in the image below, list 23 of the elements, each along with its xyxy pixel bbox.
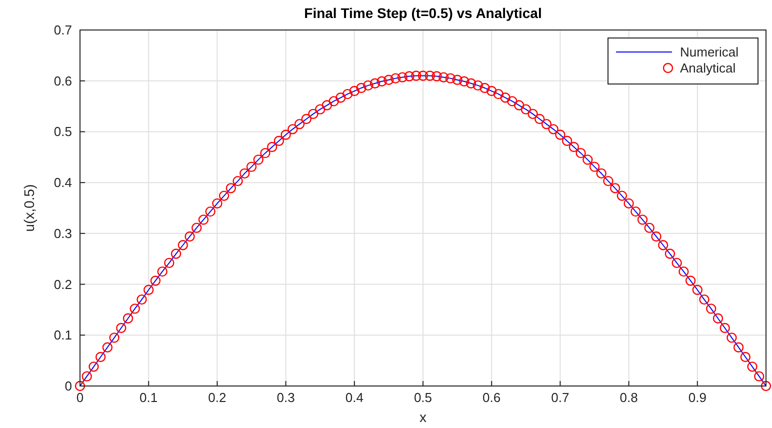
x-tick-label: 0.5 xyxy=(414,390,432,405)
x-tick-label: 0.7 xyxy=(551,390,570,405)
x-axis-title: x xyxy=(420,409,426,425)
y-tick-label: 0 xyxy=(64,378,72,394)
x-tick-label: 0.3 xyxy=(276,390,295,405)
legend-label: Analytical xyxy=(680,60,736,76)
x-tick-label: 0.4 xyxy=(345,390,364,405)
y-axis-title: u(x,0.5) xyxy=(21,184,37,232)
legend-label: Numerical xyxy=(680,44,739,60)
y-tick-label: 0.4 xyxy=(54,175,72,190)
x-tick-label: 0.2 xyxy=(208,390,226,405)
x-tick-label: 0.6 xyxy=(482,390,501,405)
x-tick-label: 0.9 xyxy=(688,390,706,405)
chart-title: Final Time Step (t=0.5) vs Analytical xyxy=(304,5,542,21)
x-tick-label: 0 xyxy=(76,390,84,405)
y-tick-label: 0.5 xyxy=(54,124,72,140)
y-tick-label: 0.6 xyxy=(54,73,72,88)
y-tick-label: 0.7 xyxy=(54,22,72,38)
x-tick-label: 0.8 xyxy=(620,390,638,405)
y-tick-label: 0.2 xyxy=(54,276,72,292)
y-tick-label: 0.3 xyxy=(54,226,72,241)
y-tick-label: 0.1 xyxy=(54,328,72,343)
x-tick-label: 0.1 xyxy=(140,390,158,405)
